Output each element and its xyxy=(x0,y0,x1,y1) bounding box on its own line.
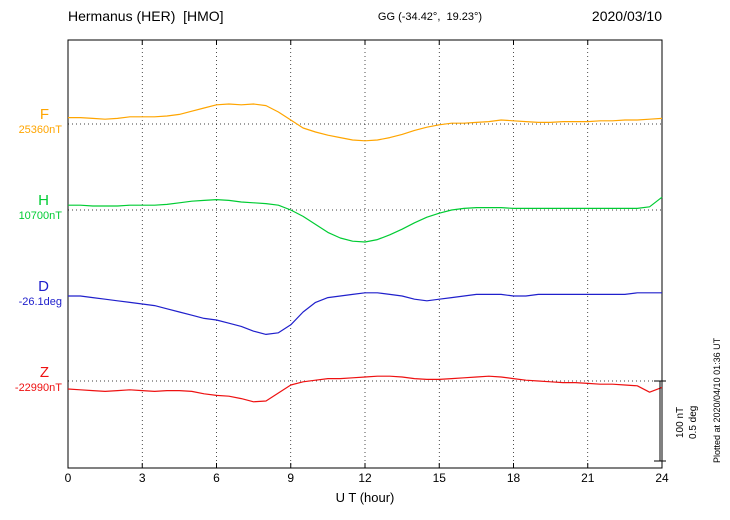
x-axis-label: U T (hour) xyxy=(335,490,395,505)
trace-basevalue-F: 25360nT xyxy=(18,124,62,136)
scale-deg-label: 0.5 deg xyxy=(688,405,699,439)
plotted-at-note: Plotted at 2020/04/10 01:36 UT xyxy=(712,337,722,463)
trace-label-Z: Z -22990nT xyxy=(0,364,62,395)
trace-basevalue-D: -26.1deg xyxy=(18,296,62,308)
trace-letter-Z: Z xyxy=(39,364,49,381)
trace-D xyxy=(68,292,662,335)
station-title: Hermanus (HER) [HMO] xyxy=(68,8,224,24)
x-tick-label: 9 xyxy=(287,471,295,485)
scale-bar-labels: 100 nT 0.5 deg xyxy=(674,382,700,462)
x-tick-label: 24 xyxy=(655,471,669,485)
trace-letter-F: F xyxy=(39,106,49,123)
trace-Z xyxy=(67,375,663,403)
trace-letter-H: H xyxy=(38,192,49,209)
x-tick-label: 0 xyxy=(64,471,72,485)
geo-coordinates: GG (-34.42°, 19.23°) xyxy=(377,11,483,23)
trace-label-F: F 25360nT xyxy=(0,106,62,137)
trace-label-D: D -26.1deg xyxy=(0,278,62,309)
x-tick-label: 3 xyxy=(138,471,146,485)
scale-nt-label: 100 nT xyxy=(675,406,686,438)
x-tick-label: 18 xyxy=(506,471,521,485)
trace-H xyxy=(68,196,663,243)
trace-letter-D: D xyxy=(38,278,49,295)
trace-basevalue-H: 10700nT xyxy=(18,210,62,222)
x-tick-label: 6 xyxy=(213,471,220,485)
date-label: 2020/03/10 xyxy=(591,8,662,24)
trace-label-H: H 10700nT xyxy=(0,192,62,223)
x-tick-label: 15 xyxy=(432,471,446,485)
trace-basevalue-Z: -22990nT xyxy=(14,382,62,394)
trace-F xyxy=(68,103,663,142)
x-tick-label: 21 xyxy=(581,471,595,485)
x-tick-label: 12 xyxy=(358,471,372,485)
